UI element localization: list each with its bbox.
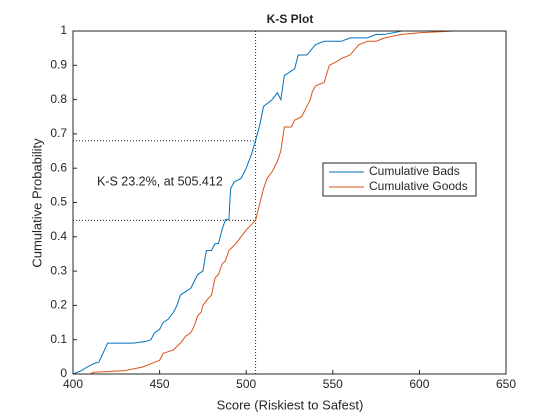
y-tick-label: 1 <box>60 23 67 37</box>
y-tick-label: 0 <box>60 366 67 380</box>
y-tick-label: 0.9 <box>50 57 67 71</box>
x-tick-label: 500 <box>236 377 256 391</box>
legend-box <box>322 162 477 197</box>
y-tick-label: 0.1 <box>50 332 67 346</box>
y-tick-label: 0.2 <box>50 298 67 312</box>
plot-frame <box>72 30 507 375</box>
chart-title: K-S Plot <box>267 12 314 26</box>
y-tick-label: 0.6 <box>50 160 67 174</box>
x-tick-label: 600 <box>409 377 429 391</box>
x-axis-label: Score (Riskiest to Safest) <box>217 397 364 412</box>
legend-label: Cumulative Bads <box>369 164 460 178</box>
y-axis-label: Cumulative Probability <box>29 138 44 268</box>
annotation: K-S 23.2%, at 505.412 <box>97 174 223 188</box>
legend-label: Cumulative Goods <box>369 179 468 193</box>
x-tick-label: 450 <box>150 377 170 391</box>
x-tick-label: 650 <box>496 377 516 391</box>
y-tick-label: 0.5 <box>50 195 67 209</box>
y-tick-label: 0.7 <box>50 126 67 140</box>
y-tick-label: 0.3 <box>50 263 67 277</box>
x-tick-label: 400 <box>63 377 83 391</box>
x-tick-label: 550 <box>323 377 343 391</box>
data-line <box>72 30 455 375</box>
y-tick-label: 0.4 <box>50 229 67 243</box>
y-tick-label: 0.8 <box>50 92 67 106</box>
